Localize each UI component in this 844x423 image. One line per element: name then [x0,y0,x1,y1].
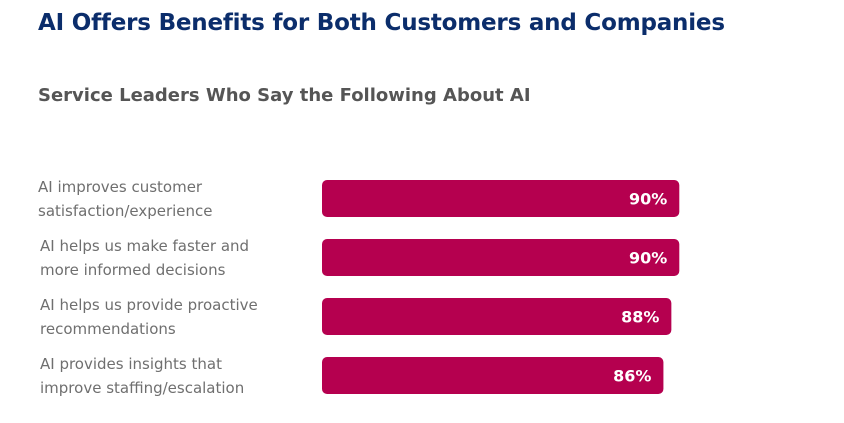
bar-value-label-3: 88% [621,308,659,327]
category-label-line: AI helps us make faster and [40,237,249,255]
page-title: AI Offers Benefits for Both Customers an… [38,10,725,36]
category-label-line: more informed decisions [40,261,226,279]
chart-subtitle: Service Leaders Who Say the Following Ab… [38,85,531,106]
bar-2 [322,239,680,276]
category-label-line: AI improves customer [38,178,203,196]
category-label-1: AI improves customer satisfaction/experie… [38,178,213,220]
category-label-line: AI provides insights that [40,355,222,373]
bar-value-label-2: 90% [629,249,667,268]
category-label-line: recommendations [40,320,176,338]
bar-value-label-1: 90% [629,190,667,209]
category-label-3: AI helps us provide proactive recommendat… [40,296,258,338]
bar-4 [322,357,664,394]
bar-3 [322,298,672,335]
bar-1 [322,180,680,217]
category-label-line: improve staffing/escalation [40,379,244,397]
bar-value-label-4: 86% [613,367,651,386]
category-label-4: AI provides insights that improve staffin… [40,355,244,397]
category-label-2: AI helps us make faster and more informed… [40,237,249,279]
category-label-line: AI helps us provide proactive [40,296,258,314]
category-label-line: satisfaction/experience [38,202,213,220]
